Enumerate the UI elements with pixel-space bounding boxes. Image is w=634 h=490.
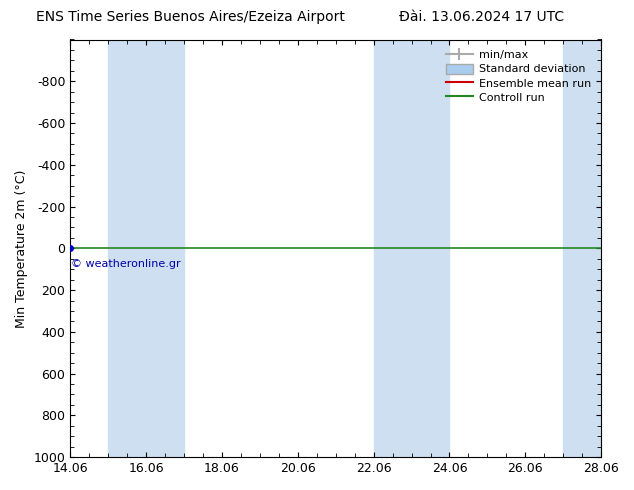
Text: Đài. 13.06.2024 17 UTC: Đài. 13.06.2024 17 UTC: [399, 10, 564, 24]
Bar: [108, 40, 184, 457]
Legend: min/max, Standard deviation, Ensemble mean run, Controll run: min/max, Standard deviation, Ensemble me…: [441, 45, 595, 107]
Bar: [373, 40, 450, 457]
Text: ENS Time Series Buenos Aires/Ezeiza Airport: ENS Time Series Buenos Aires/Ezeiza Airp…: [36, 10, 345, 24]
Text: © weatheronline.gr: © weatheronline.gr: [71, 259, 181, 269]
Y-axis label: Min Temperature 2m (°C): Min Temperature 2m (°C): [15, 169, 28, 327]
Bar: [563, 40, 620, 457]
